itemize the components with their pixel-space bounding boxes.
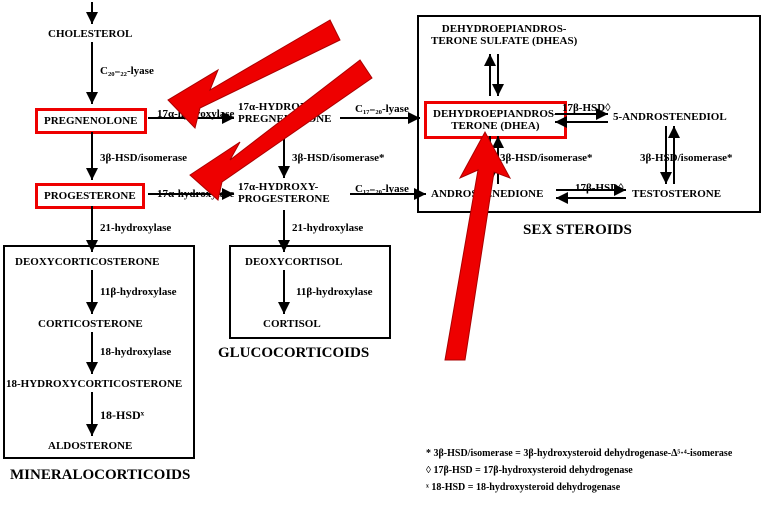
enzyme-c1720-lyase-2: C₁₇₋₂₀-lyase [355, 182, 409, 195]
legend-17bhsd: ◊ 17β-HSD = 17β-hydroxysteroid dehydroge… [426, 465, 633, 476]
node-progesterone: PROGESTERONE [35, 183, 145, 209]
enzyme-17a-hydroxylase-1: 17α-hydroxylase [157, 108, 234, 120]
enzyme-c2022-lyase: C₂₀₋₂₂-lyase [100, 64, 154, 77]
category-mineralocorticoids: MINERALOCORTICOIDS [10, 467, 190, 484]
enzyme-17bhsd-2: 17β-HSD◊ [575, 182, 624, 194]
node-17oh-pregnenolone: 17α-HYDROXY- PREGNENOLONE [238, 101, 332, 125]
enzyme-3bhsd-iso-star1: 3β-HSD/isomerase* [292, 152, 385, 164]
legend-18hsd: ˣ 18-HSD = 18-hydroxysteroid dehydrogena… [426, 482, 620, 493]
node-17oh-progesterone: 17α-HYDROXY- PROGESTERONE [238, 181, 330, 205]
enzyme-18hsd: 18-HSDˣ [100, 408, 144, 423]
enzyme-21hydroxylase-2: 21-hydroxylase [292, 222, 363, 234]
enzyme-3bhsd-iso: 3β-HSD/isomerase [100, 152, 187, 164]
node-18hydroxycort: 18-HYDROXYCORTICOSTERONE [6, 378, 182, 390]
node-aldosterone: ALDOSTERONE [48, 440, 132, 452]
enzyme-17a-hydroxylase-2: 17α-hydroxylase [157, 188, 234, 200]
legend-3bhsd: * 3β-HSD/isomerase = 3β-hydroxysteroid d… [426, 448, 732, 459]
node-pregnenolone: PREGNENOLONE [35, 108, 147, 134]
category-glucocorticoids: GLUCOCORTICOIDS [218, 345, 369, 362]
enzyme-c1720-lyase-1: C₁₇₋₂₀-lyase [355, 102, 409, 115]
node-androstenedione: ANDROSTENEDIONE [431, 188, 543, 200]
node-cholesterol: CHOLESTEROL [48, 28, 132, 40]
node-5androstenediol: 5-ANDROSTENEDIOL [613, 111, 727, 123]
enzyme-11bhydroxylase-2: 11β-hydroxylase [296, 286, 373, 298]
category-sex-steroids: SEX STEROIDS [523, 222, 632, 239]
enzyme-17bhsd-1: 17β-HSD◊ [562, 102, 611, 114]
node-testosterone: TESTOSTERONE [632, 188, 721, 200]
node-corticosterone: CORTICOSTERONE [38, 318, 143, 330]
enzyme-11bhydroxylase-1: 11β-hydroxylase [100, 286, 177, 298]
enzyme-3bhsd-iso-star3: 3β-HSD/isomerase* [640, 152, 733, 164]
enzyme-18hydroxylase: 18-hydroxylase [100, 346, 171, 358]
node-deoxycortisol: DEOXYCORTISOL [245, 256, 342, 268]
enzyme-21hydroxylase-1: 21-hydroxylase [100, 222, 171, 234]
node-cortisol: CORTISOL [263, 318, 321, 330]
node-doc: DEOXYCORTICOSTERONE [15, 256, 159, 268]
enzyme-3bhsd-iso-star2: 3β-HSD/isomerase* [500, 152, 593, 164]
node-dhea: DEHYDROEPIANDROS- TERONE (DHEA) [424, 101, 567, 139]
node-dheas: DEHYDROEPIANDROS- TERONE SULFATE (DHEAS) [431, 23, 577, 47]
